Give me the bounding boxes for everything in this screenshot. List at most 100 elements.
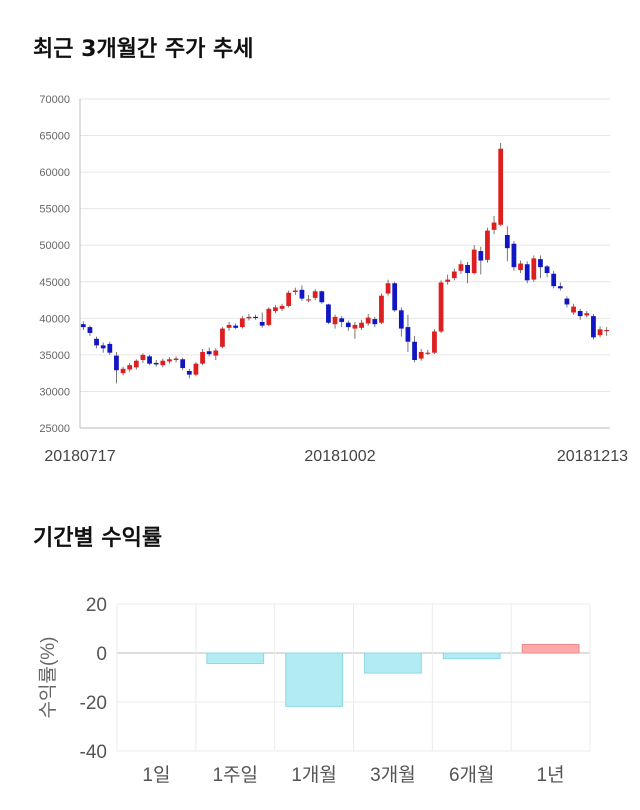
return-bar xyxy=(285,652,343,707)
candle-body xyxy=(239,318,245,328)
candle-body xyxy=(352,324,358,329)
candle-body xyxy=(465,264,470,274)
candle-body xyxy=(167,359,172,362)
candle-body xyxy=(584,313,590,316)
candle-body xyxy=(471,249,477,274)
y-tick-label: -20 xyxy=(80,693,107,714)
candle-body xyxy=(120,368,126,374)
candle-body xyxy=(279,305,285,309)
y-tick-label: 65000 xyxy=(39,131,70,143)
candle-body xyxy=(246,316,252,319)
candle-body xyxy=(564,298,570,305)
candle-body xyxy=(114,355,119,371)
candle-body xyxy=(345,322,351,328)
candle-body xyxy=(597,329,603,336)
y-tick-label: 70000 xyxy=(39,94,70,106)
period-returns-bar-chart: -40 -20 0 20 1일 1주일 1개월 3개월 6개월 1년 수익률(%) xyxy=(37,595,591,786)
candle-body xyxy=(498,148,504,225)
candle-body xyxy=(538,259,543,268)
candle-body xyxy=(94,338,99,346)
candle-body xyxy=(458,264,464,271)
candle-body xyxy=(365,317,371,324)
candle-body xyxy=(299,289,305,299)
candle-body xyxy=(173,358,179,361)
return-bar xyxy=(206,652,265,665)
x-tick-label: 20180717 xyxy=(44,448,115,465)
stock-candlestick-chart: 25000 30000 35000 40000 45000 50000 55000 60000… xyxy=(39,94,628,465)
candle-body xyxy=(153,362,159,365)
period-returns-title: 기간별 수익률 xyxy=(33,526,163,551)
candle-body xyxy=(557,286,563,289)
x-tick-label: 1주일 xyxy=(212,764,258,786)
x-tick-label: 3개월 xyxy=(370,764,416,786)
candle-body xyxy=(292,290,298,293)
return-bar xyxy=(442,652,501,660)
candle-body xyxy=(418,351,424,359)
candle-body xyxy=(604,330,610,332)
candle-body xyxy=(412,341,417,361)
candle-body xyxy=(226,324,232,328)
candle-body xyxy=(372,319,378,325)
candle-body xyxy=(491,222,497,230)
candle-body xyxy=(405,327,411,342)
y-tick-label: 25000 xyxy=(39,423,70,435)
candle-body xyxy=(200,351,205,364)
candle-body xyxy=(544,266,550,274)
candle-body xyxy=(398,310,404,329)
candle-body xyxy=(511,243,517,268)
y-tick-label: 50000 xyxy=(39,240,70,252)
candle-body xyxy=(312,291,318,298)
y-tick-label: 40000 xyxy=(39,313,70,325)
candle-body xyxy=(319,291,325,303)
x-tick-label: 20181002 xyxy=(304,448,375,465)
x-tick-label: 20181213 xyxy=(557,448,628,465)
stock-trend-title: 최근 3개월간 주가 추세 xyxy=(33,37,254,62)
y-tick-label: 20 xyxy=(86,595,107,616)
candle-body xyxy=(133,360,139,368)
candle-body xyxy=(266,308,272,325)
x-tick-label: 1년 xyxy=(537,764,565,786)
y-tick-label: -40 xyxy=(80,742,107,763)
candle-body xyxy=(577,311,583,317)
candle-body xyxy=(432,331,437,353)
return-bar xyxy=(521,643,580,654)
candle-body xyxy=(385,283,391,294)
candle-body xyxy=(253,316,258,319)
y-tick-label: 30000 xyxy=(39,386,70,398)
candle-body xyxy=(220,328,225,347)
candle-body xyxy=(193,363,199,375)
candle-body xyxy=(206,351,212,355)
candle-body xyxy=(379,295,384,323)
candle-body xyxy=(359,322,364,328)
x-tick-label: 1개월 xyxy=(291,764,337,786)
y-tick-label: 45000 xyxy=(39,277,70,289)
candle-body xyxy=(425,352,431,354)
candle-body xyxy=(392,283,398,311)
candle-body xyxy=(306,299,311,301)
candle-body xyxy=(180,359,186,369)
return-bar xyxy=(364,652,422,674)
y-tick-label: 35000 xyxy=(39,350,70,362)
y-tick-label: 55000 xyxy=(39,204,70,216)
candle-body xyxy=(213,350,219,356)
candle-body xyxy=(504,234,510,249)
candle-body xyxy=(286,292,292,306)
y-axis-label: 수익률(%) xyxy=(37,637,59,719)
candle-body xyxy=(100,345,106,349)
candle-body xyxy=(451,271,457,279)
candle-body xyxy=(438,282,444,332)
candle-body xyxy=(485,230,490,260)
candle-body xyxy=(107,343,113,353)
x-tick-label: 6개월 xyxy=(449,764,495,786)
candle-body xyxy=(551,273,557,287)
candle-body xyxy=(445,279,451,282)
candle-body xyxy=(273,307,278,312)
candle-body xyxy=(591,316,596,338)
candle-body xyxy=(332,316,338,325)
candle-body xyxy=(259,321,265,326)
candle-body xyxy=(80,324,86,328)
candle-body xyxy=(339,318,345,322)
candle-body xyxy=(518,263,523,271)
y-tick-label: 60000 xyxy=(39,167,70,179)
candle-body xyxy=(571,306,576,313)
